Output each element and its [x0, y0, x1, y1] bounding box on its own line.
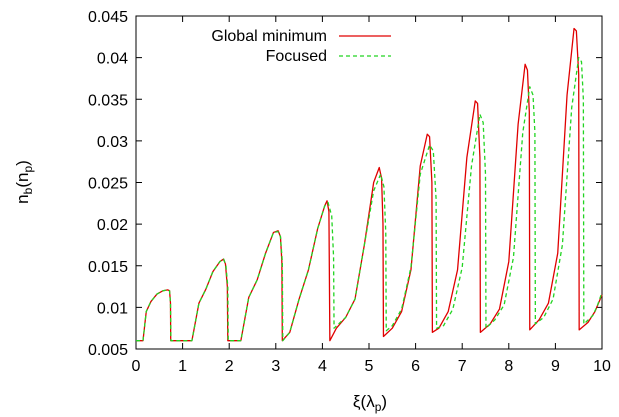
- y-tick-labels: 0.005 0.01 0.015 0.02 0.025 0.03 0.035 0.04 0.04…: [88, 9, 128, 359]
- x-tick-label: 7: [458, 358, 467, 375]
- legend-label-global-minimum: Global minimum: [211, 28, 327, 45]
- y-tick-label: 0.035: [88, 92, 128, 109]
- y-axis-label: nb(np): [13, 160, 35, 204]
- y-tick-label: 0.045: [88, 9, 128, 26]
- x-tick-label: 10: [593, 358, 611, 375]
- y-tick-label: 0.005: [88, 342, 128, 359]
- y-tick-label: 0.01: [97, 300, 128, 317]
- y-tick-label: 0.025: [88, 176, 128, 193]
- series-line-focused: [136, 58, 602, 341]
- plot-border: [136, 16, 602, 349]
- x-tick-labels: 0 1 2 3 4 5 6 7 8 9 10: [132, 358, 611, 375]
- x-tick-label: 1: [178, 358, 187, 375]
- series-lines: [136, 28, 602, 340]
- plot-frame: [136, 16, 602, 349]
- x-tick-label: 9: [551, 358, 560, 375]
- x-axis-label: ξ(λp): [353, 392, 387, 414]
- x-tick-label: 5: [365, 358, 374, 375]
- axis-ticks: [136, 16, 602, 349]
- x-tick-label: 8: [504, 358, 513, 375]
- x-tick-label: 0: [132, 358, 141, 375]
- legend-label-focused: Focused: [266, 48, 327, 65]
- series-line-global-minimum: [136, 28, 602, 340]
- y-tick-label: 0.015: [88, 259, 128, 276]
- x-tick-label: 4: [318, 358, 327, 375]
- y-tick-label: 0.04: [97, 51, 128, 68]
- x-tick-label: 3: [271, 358, 280, 375]
- legend: Global minimum Focused: [211, 28, 391, 65]
- x-tick-label: 2: [225, 358, 234, 375]
- y-tick-label: 0.02: [97, 217, 128, 234]
- y-tick-label: 0.03: [97, 134, 128, 151]
- x-tick-label: 6: [411, 358, 420, 375]
